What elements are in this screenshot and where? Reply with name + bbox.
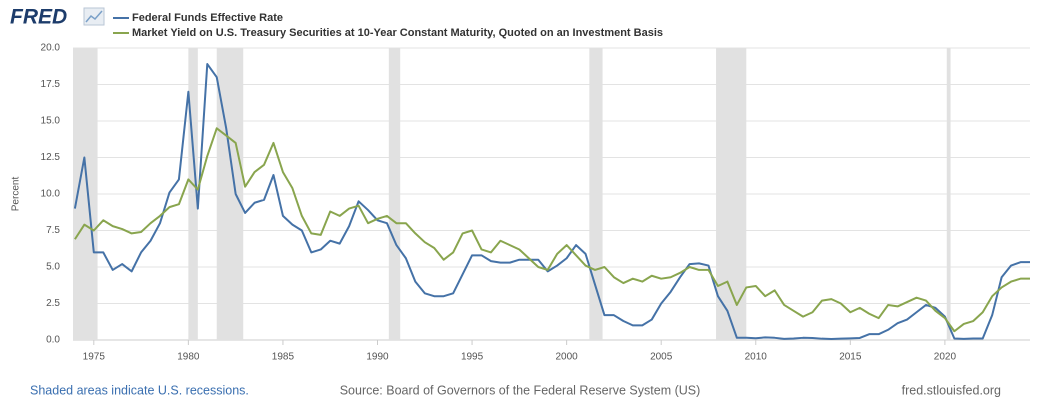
y-tick-label: 15.0 [41,116,61,127]
y-tick-label: 0.0 [46,335,60,346]
y-tick-label: 12.5 [41,152,61,163]
y-tick-label: 7.5 [46,225,60,236]
recession-band [946,48,951,340]
recession-note[interactable]: Shaded areas indicate U.S. recessions. [30,383,249,397]
series-line [74,127,1030,333]
x-tick-label: 2015 [839,352,862,363]
y-tick-label: 5.0 [46,262,60,273]
y-axis-label: Percent [11,177,22,212]
x-tick-label: 2005 [650,352,673,363]
x-tick-label: 2020 [934,352,957,363]
plot-area [73,48,1030,340]
recession-band [216,48,244,340]
recession-band [589,48,603,340]
logo-icon [83,7,105,26]
x-tick-label: 1995 [461,352,484,363]
y-tick-label: 17.5 [41,79,61,90]
recession-band [388,48,401,340]
x-tick-label: 1985 [272,352,295,363]
y-tick-label: 10.0 [41,189,61,200]
x-tick-label: 2000 [556,352,579,363]
legend-label: Federal Funds Effective Rate [132,12,283,24]
x-tick-label: 1990 [366,352,389,363]
x-tick-label: 1980 [177,352,200,363]
recession-band [188,48,198,340]
logo: FRED [10,6,67,29]
y-tick-label: 20.0 [41,43,61,54]
site-url[interactable]: fred.stlouisfed.org [902,383,1001,397]
x-tick-label: 1975 [83,352,106,363]
source: Source: Board of Governors of the Federa… [340,383,701,397]
x-tick-label: 2010 [745,352,768,363]
legend-label: Market Yield on U.S. Treasury Securities… [132,27,663,39]
y-tick-label: 2.5 [46,298,60,309]
series-line [73,63,1030,340]
